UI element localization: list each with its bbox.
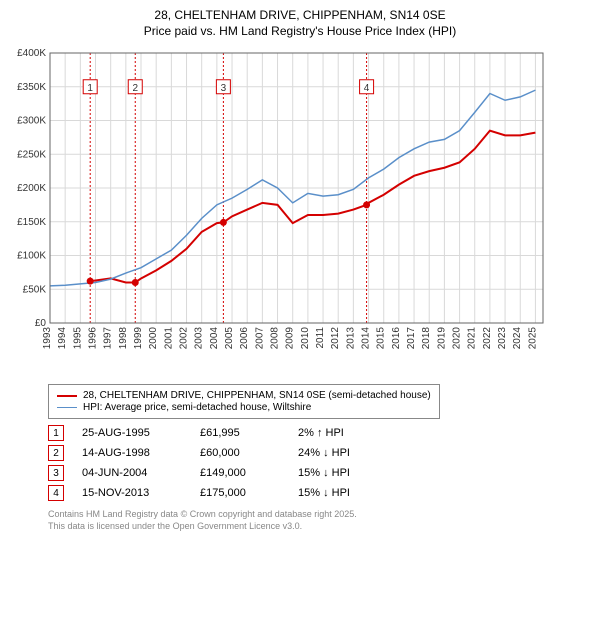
legend-swatch: [57, 395, 77, 397]
event-marker-box: 1: [48, 425, 64, 441]
legend-label: HPI: Average price, semi-detached house,…: [83, 402, 311, 413]
title-line1: 28, CHELTENHAM DRIVE, CHIPPENHAM, SN14 0…: [8, 8, 592, 24]
svg-text:£400K: £400K: [17, 48, 46, 59]
svg-text:2: 2: [132, 83, 138, 94]
svg-text:1999: 1999: [133, 327, 144, 350]
event-marker-box: 2: [48, 445, 64, 461]
svg-text:2004: 2004: [209, 327, 220, 350]
event-date: 15-NOV-2013: [82, 487, 182, 499]
event-price: £61,995: [200, 427, 280, 439]
chart-container: 28, CHELTENHAM DRIVE, CHIPPENHAM, SN14 0…: [0, 0, 600, 541]
event-price: £60,000: [200, 447, 280, 459]
footer-text: Contains HM Land Registry data © Crown c…: [48, 509, 592, 532]
svg-text:2014: 2014: [361, 327, 372, 350]
svg-text:1: 1: [87, 83, 93, 94]
svg-text:2024: 2024: [512, 327, 523, 350]
svg-text:2003: 2003: [194, 327, 205, 350]
event-delta: 15% ↓ HPI: [298, 467, 398, 479]
svg-text:2008: 2008: [270, 327, 281, 350]
event-price: £149,000: [200, 467, 280, 479]
event-date: 25-AUG-1995: [82, 427, 182, 439]
svg-text:2017: 2017: [406, 327, 417, 350]
svg-text:4: 4: [364, 83, 370, 94]
svg-text:1996: 1996: [88, 327, 99, 350]
legend-label: 28, CHELTENHAM DRIVE, CHIPPENHAM, SN14 0…: [83, 390, 431, 401]
svg-text:£300K: £300K: [17, 116, 46, 127]
svg-text:1997: 1997: [103, 327, 114, 350]
svg-text:2015: 2015: [376, 327, 387, 350]
footer-line2: This data is licensed under the Open Gov…: [48, 521, 592, 533]
svg-text:2020: 2020: [452, 327, 463, 350]
event-date: 04-JUN-2004: [82, 467, 182, 479]
event-marker-box: 4: [48, 485, 64, 501]
legend-box: 28, CHELTENHAM DRIVE, CHIPPENHAM, SN14 0…: [48, 384, 440, 419]
event-row: 2 14-AUG-1998 £60,000 24% ↓ HPI: [48, 445, 592, 461]
chart-title: 28, CHELTENHAM DRIVE, CHIPPENHAM, SN14 0…: [8, 8, 592, 39]
svg-text:2025: 2025: [527, 327, 538, 350]
svg-text:1998: 1998: [118, 327, 129, 350]
chart-area: £0£50K£100K£150K£200K£250K£300K£350K£400…: [8, 43, 592, 378]
svg-text:2007: 2007: [254, 327, 265, 350]
svg-text:2011: 2011: [315, 327, 326, 349]
svg-text:2009: 2009: [285, 327, 296, 350]
svg-text:2021: 2021: [467, 327, 478, 350]
event-row: 3 04-JUN-2004 £149,000 15% ↓ HPI: [48, 465, 592, 481]
svg-text:2002: 2002: [179, 327, 190, 350]
event-row: 1 25-AUG-1995 £61,995 2% ↑ HPI: [48, 425, 592, 441]
svg-text:1995: 1995: [72, 327, 83, 350]
event-delta: 2% ↑ HPI: [298, 427, 398, 439]
event-delta: 15% ↓ HPI: [298, 487, 398, 499]
event-marker-box: 3: [48, 465, 64, 481]
svg-text:2019: 2019: [436, 327, 447, 350]
svg-text:£250K: £250K: [17, 149, 46, 160]
svg-text:2016: 2016: [391, 327, 402, 350]
svg-text:3: 3: [221, 83, 227, 94]
legend-swatch: [57, 407, 77, 409]
event-delta: 24% ↓ HPI: [298, 447, 398, 459]
svg-text:2018: 2018: [421, 327, 432, 350]
event-date: 14-AUG-1998: [82, 447, 182, 459]
svg-text:2013: 2013: [345, 327, 356, 350]
svg-text:2006: 2006: [239, 327, 250, 350]
svg-text:2012: 2012: [330, 327, 341, 350]
svg-text:2022: 2022: [482, 327, 493, 350]
svg-text:£200K: £200K: [17, 183, 46, 194]
svg-text:1994: 1994: [57, 327, 68, 350]
legend-row: HPI: Average price, semi-detached house,…: [57, 402, 431, 413]
svg-text:2000: 2000: [148, 327, 159, 350]
svg-text:1993: 1993: [42, 327, 53, 350]
svg-text:2023: 2023: [497, 327, 508, 350]
svg-text:2001: 2001: [163, 327, 174, 350]
legend-row: 28, CHELTENHAM DRIVE, CHIPPENHAM, SN14 0…: [57, 390, 431, 401]
svg-text:£150K: £150K: [17, 217, 46, 228]
event-row: 4 15-NOV-2013 £175,000 15% ↓ HPI: [48, 485, 592, 501]
line-chart-svg: £0£50K£100K£150K£200K£250K£300K£350K£400…: [8, 43, 553, 373]
svg-text:£50K: £50K: [23, 284, 47, 295]
svg-text:2010: 2010: [300, 327, 311, 350]
svg-text:£100K: £100K: [17, 251, 46, 262]
svg-text:2005: 2005: [224, 327, 235, 350]
title-line2: Price paid vs. HM Land Registry's House …: [8, 24, 592, 40]
footer-line1: Contains HM Land Registry data © Crown c…: [48, 509, 592, 521]
svg-text:£350K: £350K: [17, 82, 46, 93]
event-price: £175,000: [200, 487, 280, 499]
events-table: 1 25-AUG-1995 £61,995 2% ↑ HPI 2 14-AUG-1998 £…: [48, 425, 592, 501]
